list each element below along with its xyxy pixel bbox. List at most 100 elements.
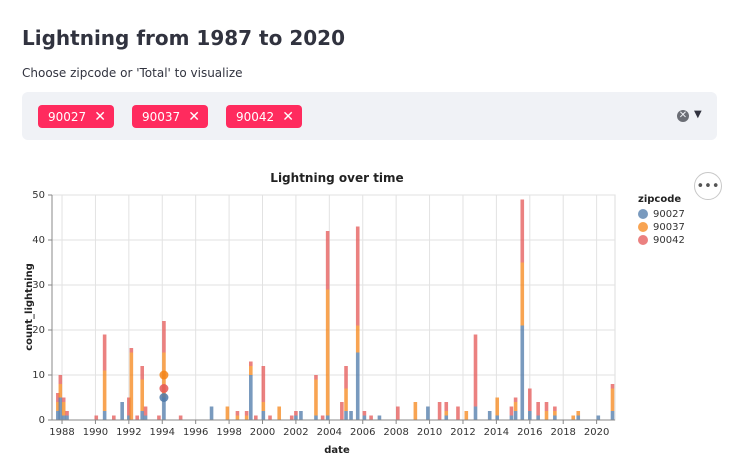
x-tick-label: 1988 [49, 427, 74, 438]
chevron-down-icon[interactable]: ▼ [694, 109, 702, 120]
bar-segment-90037 [413, 402, 418, 420]
bar-segment-90027 [520, 325, 525, 420]
y-axis-title: count_lightning [24, 263, 35, 351]
bar-segment-90027 [426, 406, 430, 420]
legend: zipcode 90027 90037 90042 [638, 194, 685, 246]
bar-segment-90027 [553, 415, 557, 420]
bar-segment-90042 [325, 231, 330, 290]
bar-segment-90042 [320, 415, 325, 420]
tag-90037: 90037 ✕ [132, 105, 208, 128]
legend-title: zipcode [638, 194, 681, 205]
bar-segment-90037 [102, 370, 107, 411]
bar-segment-90042 [254, 415, 258, 420]
bar-segment-90027 [349, 411, 353, 420]
tag-label: 90027 [48, 109, 87, 124]
lightning-chart: 0 10 20 30 40 50 1988 1990 1992 1994 1996 1998 2000 2… [24, 171, 685, 456]
bar-segment-90042 [157, 415, 161, 420]
bar-segment-90042 [244, 411, 249, 416]
x-tick-label: 1998 [216, 427, 241, 438]
bar-segment-90027 [65, 415, 69, 420]
bar-segment-90037 [249, 366, 253, 375]
bar-segment-90042 [249, 361, 253, 366]
bar-segment-90042 [362, 411, 367, 416]
bar-segment-90027 [576, 415, 581, 420]
remove-tag-icon[interactable]: ✕ [94, 108, 106, 125]
bar-segment-90027 [314, 415, 318, 420]
tag-label: 90037 [142, 109, 181, 124]
x-tick-label: 2010 [417, 427, 442, 438]
remove-tag-icon[interactable]: ✕ [188, 108, 200, 125]
y-tick-label: 0 [39, 415, 45, 426]
bar-segment-90027 [209, 406, 214, 420]
x-tick-label: 2018 [550, 427, 575, 438]
bar-segment-90042 [314, 375, 318, 380]
select-prompt: Choose zipcode or 'Total' to visualize [22, 66, 243, 80]
tag-90027: 90027 ✕ [38, 105, 114, 128]
bar-segment-90037 [520, 262, 525, 326]
bar-segment-90042 [520, 199, 525, 263]
bar-segment-90042 [355, 226, 360, 326]
bar-segment-90042 [437, 402, 442, 420]
bar-segment-90027 [536, 415, 540, 420]
bar-segment-90037 [277, 406, 282, 420]
chart-title: Lightning over time [270, 171, 403, 185]
y-tick-label: 50 [32, 190, 45, 201]
bar-segment-90037 [344, 388, 348, 411]
legend-swatch [638, 209, 648, 219]
bar-segment-90037 [571, 415, 576, 420]
clear-all-icon[interactable]: ✕ [677, 110, 689, 122]
point-90042 [159, 384, 169, 393]
legend-swatch [638, 222, 648, 232]
bar-segment-90042 [61, 397, 66, 402]
bar-segment-90027 [487, 411, 492, 420]
bar-segment-90042 [509, 406, 514, 416]
remove-tag-icon[interactable]: ✕ [282, 108, 294, 125]
bar-segment-90027 [162, 397, 166, 420]
bar-segment-90027 [261, 411, 266, 420]
bar-segment-90027 [294, 415, 298, 420]
bar-segment-90027 [61, 415, 66, 420]
tag-label: 90042 [236, 109, 275, 124]
bar-segment-90042 [162, 321, 166, 353]
bar-segment-90042 [527, 388, 532, 411]
bar-segment-90042 [135, 415, 140, 420]
x-tick-label: 2012 [450, 427, 475, 438]
bar-segment-90042 [58, 375, 63, 384]
x-tick-label: 1992 [116, 427, 141, 438]
bar-segment-90027 [140, 411, 145, 420]
bar-segment-90037 [129, 352, 134, 420]
bar-segment-90037 [244, 415, 249, 420]
bar-segment-90037 [61, 402, 66, 416]
bar-segment-90042 [369, 415, 373, 420]
x-tick-label: 2000 [250, 427, 275, 438]
x-tick-label: 1990 [83, 427, 108, 438]
bar-segment-90027 [495, 415, 500, 420]
bar-segment-90037 [314, 379, 318, 416]
bar-segment-90042 [536, 402, 540, 416]
bar-segment-90027 [596, 415, 601, 420]
bar-segment-90037 [58, 384, 63, 398]
bar-segment-90027 [362, 415, 367, 420]
bar-segment-90042 [344, 366, 348, 389]
zipcode-multiselect[interactable]: 90027 ✕ 90037 ✕ 90042 ✕ ✕ ▼ [22, 92, 717, 140]
y-tick-label: 10 [32, 370, 45, 381]
bar-segment-90042 [143, 406, 148, 416]
legend-label: 90037 [653, 222, 685, 233]
x-tick-label: 2016 [517, 427, 542, 438]
bar-segment-90027 [120, 402, 124, 420]
bar-segment-90027 [56, 411, 60, 420]
bar-segment-90037 [610, 388, 615, 411]
bar-segment-90037 [444, 411, 449, 416]
chart-menu-button[interactable]: ••• [694, 172, 722, 200]
bar-segment-90042 [456, 406, 460, 420]
x-tick-label: 1996 [183, 427, 208, 438]
bar-segment-90027 [473, 406, 478, 420]
bar-segment-90037 [576, 411, 581, 416]
bar-segment-90037 [513, 402, 518, 411]
y-tick-label: 30 [32, 280, 45, 291]
point-90027 [159, 393, 169, 402]
bar-segment-90042 [513, 397, 518, 402]
bar-segment-90037 [325, 289, 330, 416]
x-tick-label: 2020 [584, 427, 609, 438]
x-tick-label: 1994 [150, 427, 175, 438]
